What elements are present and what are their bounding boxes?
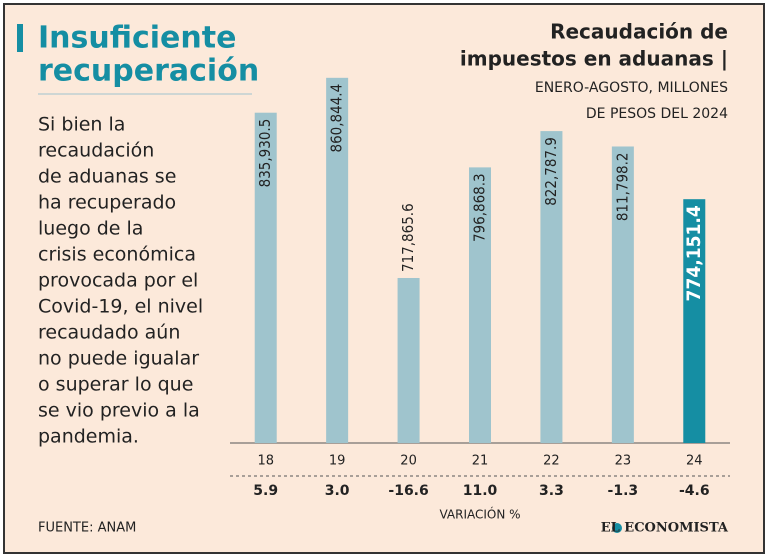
headline: recuperación (38, 54, 259, 89)
x-tick-label: 21 (472, 454, 489, 469)
headline: Insuficiente (38, 21, 236, 56)
body-line: recaudación (38, 140, 154, 162)
variation-value: -1.3 (608, 483, 639, 499)
value-label: 774,151.4 (683, 205, 705, 301)
x-tick-label: 23 (615, 454, 632, 469)
value-label: 860,844.4 (328, 84, 346, 153)
body-line: luego de la (38, 218, 143, 240)
body-line: ha recuperado (38, 192, 176, 214)
bar (540, 131, 563, 444)
variation-value: 3.3 (539, 483, 564, 499)
bar (683, 199, 706, 443)
accent (17, 24, 23, 52)
value-label: 835,930.5 (256, 119, 274, 188)
chart-title: impuestos en aduanas | (460, 47, 728, 71)
body-text: Si bien la recaudación de aduanas se ha rec… (38, 114, 203, 448)
bar (397, 277, 420, 443)
frame (3, 3, 765, 554)
x-tick-label: 24 (686, 454, 703, 469)
body-line: o superar lo que (38, 374, 193, 396)
brand: EL ECONOMISTA (601, 521, 729, 536)
body-line: de aduanas se (38, 166, 176, 188)
bar (469, 167, 491, 443)
variation-label: VARIACIÓN % (439, 507, 520, 522)
variation-value: -16.6 (388, 483, 428, 499)
x-tick-label: 19 (329, 454, 346, 469)
value-label: 796,868.3 (471, 173, 489, 242)
chart-subtitle: DE PESOS DEL 2024 (586, 106, 728, 122)
variation-value: 3.0 (325, 483, 350, 499)
x-tick-label: 18 (257, 454, 274, 469)
body-line: provocada por el (38, 270, 198, 292)
body-line: se vio previo a la (38, 400, 200, 422)
body-line: no puede igualar (38, 348, 199, 370)
value-label: 811,798.2 (613, 152, 631, 221)
variation-value: -4.6 (679, 483, 710, 499)
source: FUENTE: ANAM (38, 521, 136, 536)
body-line: pandemia. (38, 426, 139, 448)
value-label: 822,787.9 (542, 137, 560, 206)
variation-value: 5.9 (253, 483, 278, 499)
bar (326, 77, 349, 443)
bar (254, 112, 277, 443)
value-label: 717,865.6 (399, 203, 417, 272)
bar (611, 146, 634, 443)
brand-icon (612, 523, 622, 533)
x-tick-label: 22 (543, 454, 560, 469)
body-line: Si bien la (38, 114, 125, 136)
body-line: recaudado aún (38, 322, 180, 344)
variation-value: 11.0 (463, 483, 498, 499)
chart-subtitle: ENERO-AGOSTO, MILLONES (535, 80, 728, 96)
body-line: Covid-19, el nivel (38, 296, 203, 318)
x-tick-label: 20 (400, 454, 417, 469)
body-line: crisis económica (38, 244, 196, 266)
chart-title: Recaudación de (550, 20, 728, 44)
